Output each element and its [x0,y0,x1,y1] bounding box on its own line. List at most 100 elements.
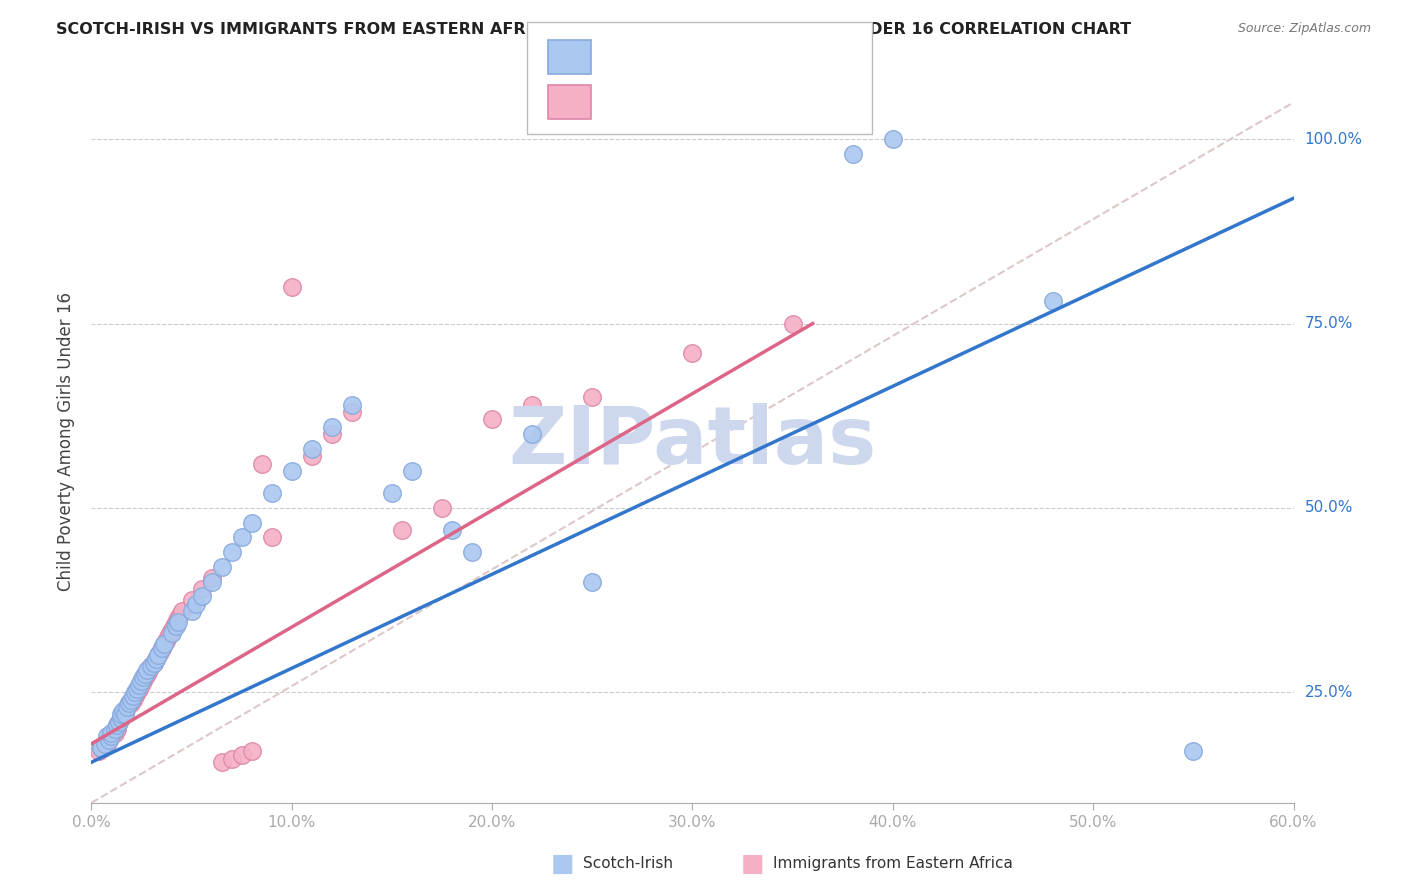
Point [121,696,143,710]
Point [461,545,484,559]
Point [162,619,184,633]
Text: 100.0%: 100.0% [1305,132,1362,147]
Point [165,615,187,630]
Point [301,450,323,464]
Point [381,486,404,500]
Point [128,681,150,696]
Point [201,571,224,585]
Point [221,751,243,765]
Point [122,692,145,706]
Point [107,718,129,732]
Point [107,718,129,732]
Text: R =: R = [607,93,647,111]
Point [156,630,179,644]
Text: SCOTCH-IRISH VS IMMIGRANTS FROM EASTERN AFRICA CHILD POVERTY AMONG GIRLS UNDER 1: SCOTCH-IRISH VS IMMIGRANTS FROM EASTERN … [56,22,1132,37]
Point [681,346,703,360]
Point [146,648,169,663]
Point [98,733,121,747]
Point [128,678,150,692]
Point [250,457,273,471]
Point [127,685,149,699]
Point [145,652,167,666]
Point [882,132,904,146]
Y-axis label: Child Poverty Among Girls Under 16: Child Poverty Among Girls Under 16 [58,292,76,591]
Point [160,623,183,637]
Point [1042,294,1064,309]
Point [100,730,122,744]
Point [121,692,143,706]
Point [1182,744,1205,758]
Point [190,582,212,596]
Point [141,659,163,673]
Text: Immigrants from Eastern Africa: Immigrants from Eastern Africa [773,856,1014,871]
Point [112,707,135,722]
Point [98,730,121,744]
Point [581,390,603,404]
Point [401,464,423,478]
Point [131,674,153,689]
Point [190,590,212,604]
Point [148,645,170,659]
Point [112,704,135,718]
Text: 50.0%: 50.0% [1305,500,1353,516]
Point [340,405,363,419]
Text: ■: ■ [551,852,574,875]
Point [100,725,122,739]
Point [124,685,146,699]
Point [96,730,118,744]
Text: 69: 69 [779,93,804,111]
Point [240,516,263,530]
Point [260,486,283,500]
Point [93,740,115,755]
Point [127,681,149,696]
Point [108,714,131,729]
Point [142,656,165,670]
Point [107,722,129,736]
Text: 25.0%: 25.0% [1305,685,1353,699]
Point [180,593,202,607]
Point [134,666,156,681]
Point [89,744,111,758]
Point [301,442,323,456]
Point [131,678,153,692]
Text: 53: 53 [779,48,804,66]
Text: ■: ■ [741,852,763,875]
Point [104,725,127,739]
Point [166,611,188,625]
Point [231,530,253,544]
Point [114,707,136,722]
Point [136,666,159,681]
Point [180,604,202,618]
Point [260,530,283,544]
Point [132,670,155,684]
Point [152,637,174,651]
Point [124,689,146,703]
Point [136,663,159,677]
Point [169,607,191,622]
Point [110,711,132,725]
Text: N =: N = [723,93,775,111]
Text: R =: R = [607,48,647,66]
Text: Source: ZipAtlas.com: Source: ZipAtlas.com [1237,22,1371,36]
Point [150,640,173,655]
Text: 75.0%: 75.0% [1305,316,1353,331]
Point [430,500,453,515]
Point [321,419,343,434]
Point [138,663,160,677]
Point [94,737,117,751]
Text: 0.662: 0.662 [655,93,711,111]
Point [122,689,145,703]
Point [152,637,174,651]
Point [108,714,131,729]
Point [103,725,125,739]
Point [391,523,413,537]
Point [117,700,139,714]
Point [841,147,863,161]
Point [110,707,132,722]
Point [146,648,169,663]
Point [165,619,187,633]
Point [100,730,122,744]
Point [114,704,136,718]
Point [118,696,141,710]
Point [145,652,167,666]
